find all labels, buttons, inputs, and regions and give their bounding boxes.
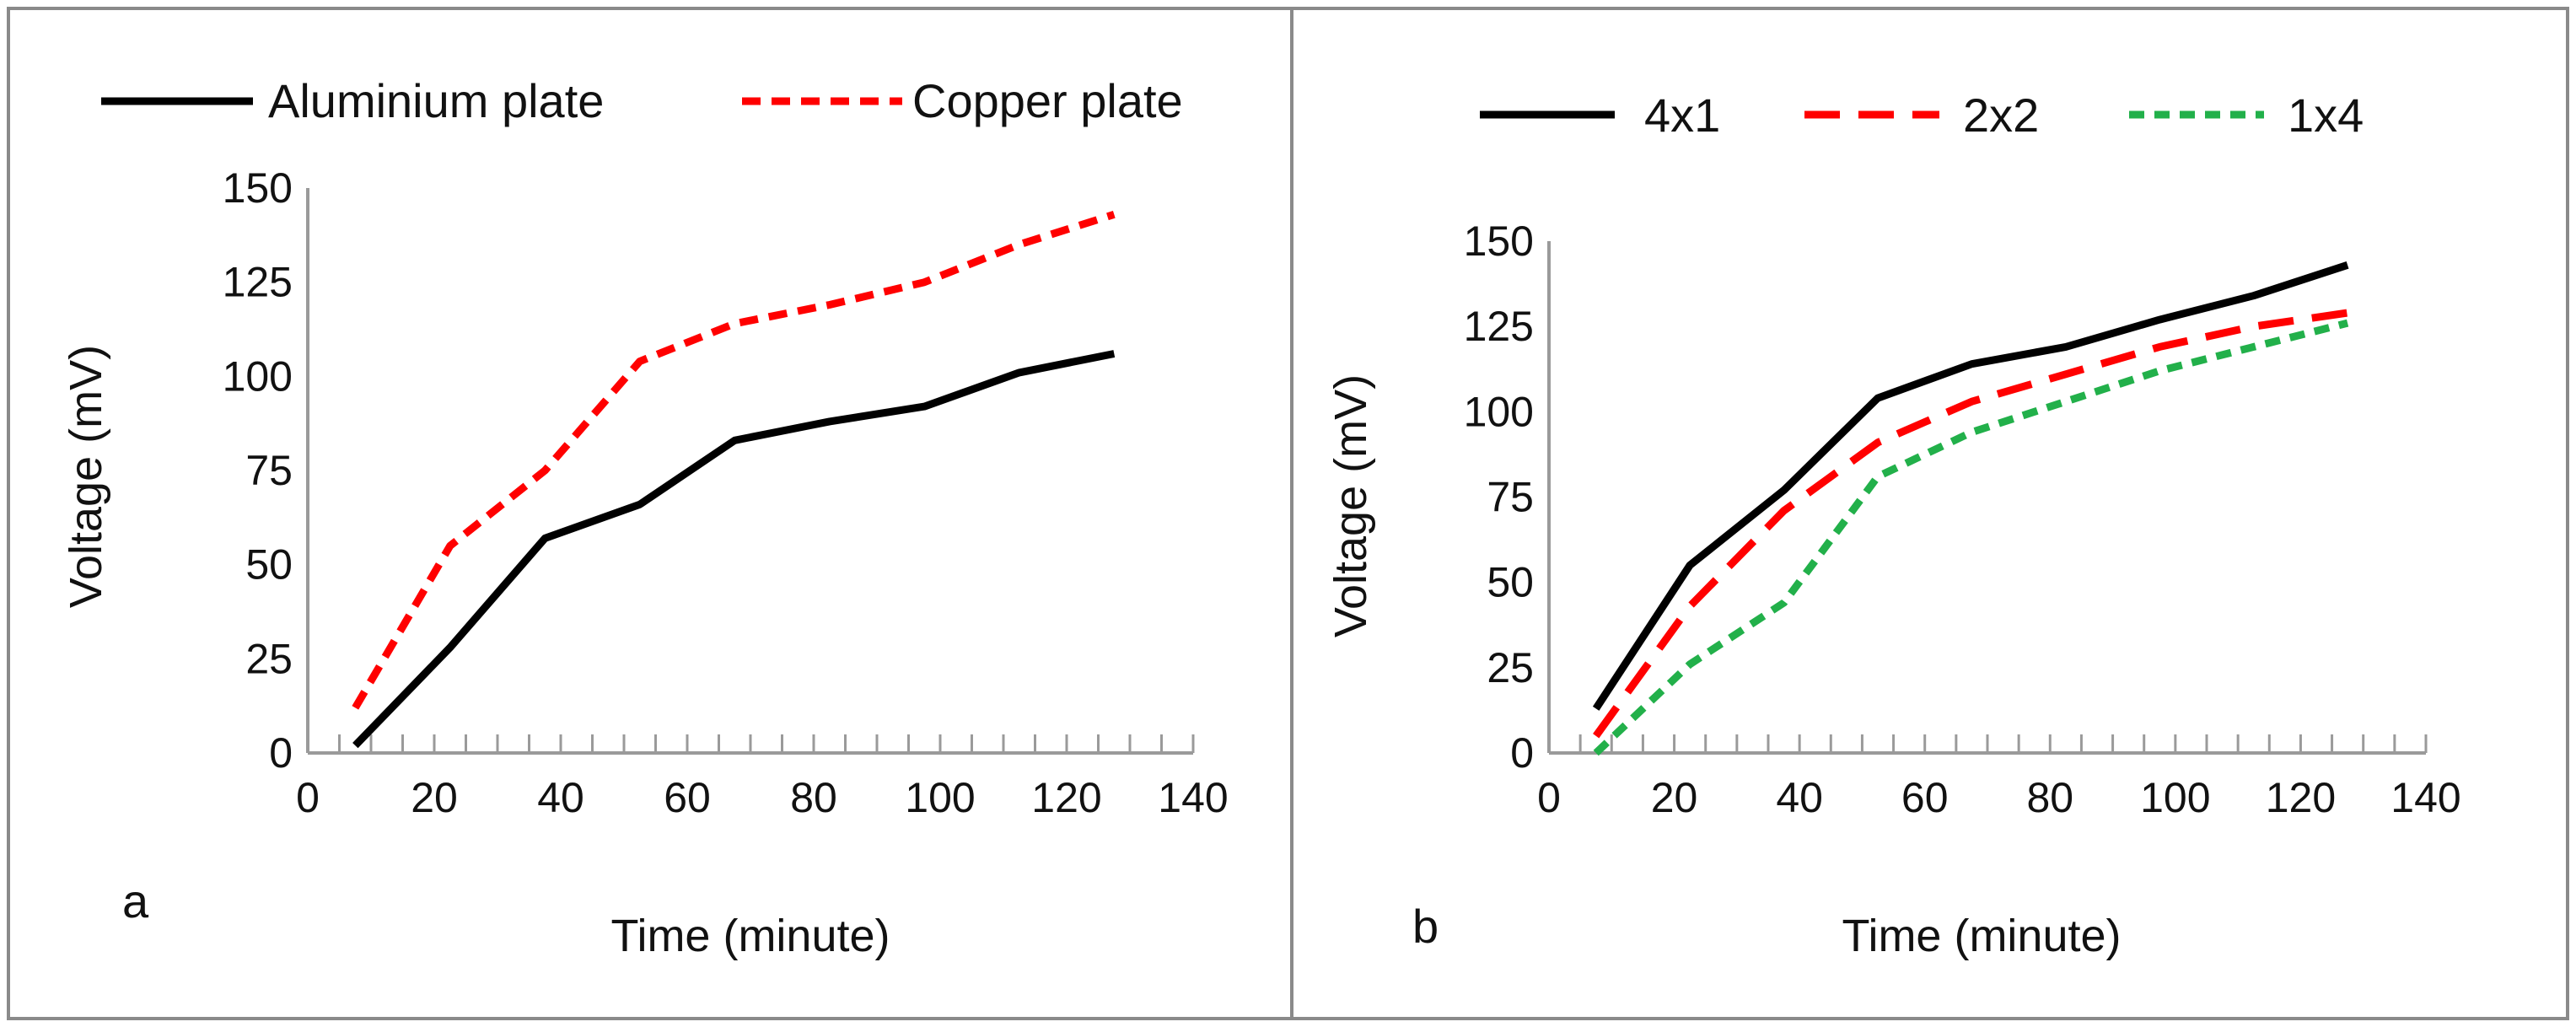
x-tick-label-a: 0 — [296, 774, 320, 821]
axes-b: 0 20 40 60 80 100 120 140 0 25 50 75 100 125 150 — [1464, 218, 2461, 821]
series-line-b-0 — [1592, 261, 2349, 711]
x-axis-title-a: Time (minute) — [610, 911, 890, 961]
legend-a-label-0: Aluminium plate — [268, 74, 604, 127]
x-tick-label-b: 80 — [2026, 774, 2073, 821]
x-tick-label-b: 60 — [1901, 774, 1949, 821]
legend-b-label-2: 1x4 — [2288, 89, 2364, 142]
y-tick-label-b: 50 — [1487, 559, 1534, 606]
y-tick-label-b: 75 — [1487, 474, 1534, 521]
series-group-a — [352, 211, 1116, 749]
x-tick-label-a: 60 — [664, 774, 711, 821]
legend-a-label-1: Copper plate — [912, 74, 1183, 127]
y-tick-label-b: 125 — [1464, 303, 1534, 350]
panel-b-frame — [1290, 7, 2569, 1020]
y-tick-label-a: 150 — [223, 164, 293, 212]
y-tick-label-a: 50 — [245, 541, 293, 589]
y-axis-title-a: Voltage (mV) — [61, 345, 111, 608]
x-tick-label-a: 80 — [790, 774, 837, 821]
y-tick-label-a: 100 — [223, 352, 293, 400]
y-tick-label-a: 25 — [245, 635, 293, 682]
y-tick-label-a: 75 — [245, 447, 293, 494]
y-tick-label-b: 150 — [1464, 218, 1534, 265]
y-tick-label-b: 25 — [1487, 644, 1534, 691]
chart-panel-b: 4x1 2x2 1x4 0 20 40 60 80 100 120 140 0 25 50 75 100… — [1326, 89, 2461, 961]
x-tick-label-a: 40 — [537, 774, 584, 821]
y-tick-label-a: 0 — [269, 729, 293, 777]
x-tick-label-b: 40 — [1776, 774, 1823, 821]
legend-a: Aluminium plate Copper plate — [101, 74, 1183, 127]
chart-panel-a: Aluminium plate Copper plate 0 20 40 60 80 10… — [61, 74, 1229, 961]
series-line-b-2 — [1593, 319, 2349, 756]
x-tick-label-a: 120 — [1031, 774, 1101, 821]
series-line-a-1 — [352, 211, 1116, 710]
panel-a-frame — [7, 7, 1293, 1020]
x-tick-label-b: 100 — [2140, 774, 2210, 821]
x-tick-label-a: 20 — [411, 774, 458, 821]
series-line-b-1 — [1593, 309, 2348, 739]
y-tick-label-b: 0 — [1510, 729, 1534, 777]
series-line-a-0 — [352, 350, 1116, 749]
axes-a: 0 20 40 60 80 100 120 140 0 25 50 75 100 125 150 — [223, 164, 1229, 821]
x-axis-title-b: Time (minute) — [1842, 911, 2121, 961]
legend-b-label-0: 4x1 — [1644, 89, 1720, 142]
panel-label-b: b — [1412, 900, 1439, 953]
y-tick-label-b: 100 — [1464, 388, 1534, 435]
x-tick-label-b: 20 — [1651, 774, 1698, 821]
x-tick-label-b: 120 — [2266, 774, 2336, 821]
x-tick-label-b: 0 — [1537, 774, 1561, 821]
legend-b-label-1: 2x2 — [1963, 89, 2039, 142]
panel-label-a: a — [122, 874, 149, 928]
series-group-b — [1592, 261, 2349, 756]
y-tick-label-a: 125 — [223, 259, 293, 306]
x-tick-label-a: 100 — [905, 774, 975, 821]
x-tick-label-a: 140 — [1158, 774, 1228, 821]
x-tick-label-b: 140 — [2390, 774, 2460, 821]
legend-b: 4x1 2x2 1x4 — [1480, 89, 2364, 142]
y-axis-title-b: Voltage (mV) — [1326, 374, 1376, 637]
